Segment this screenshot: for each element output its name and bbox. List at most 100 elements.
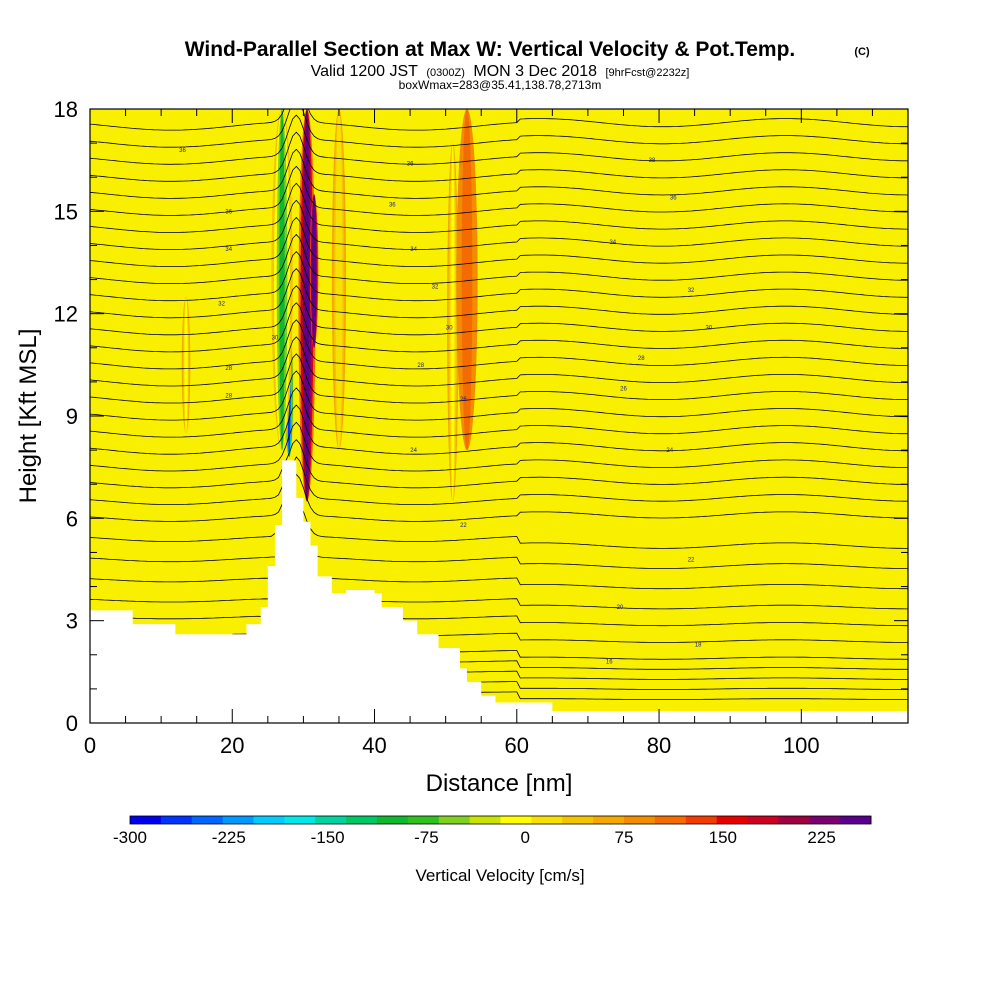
colorbar-tick-label: -300 bbox=[113, 828, 147, 847]
theta-contour-line bbox=[132, 615, 908, 627]
theta-contour-line bbox=[90, 439, 908, 489]
colorbar-swatch bbox=[315, 816, 347, 824]
theta-contour-line bbox=[90, 148, 908, 199]
theta-contour-line bbox=[90, 598, 908, 610]
colorbar-swatch bbox=[593, 816, 625, 824]
contour-label: 26 bbox=[460, 397, 467, 403]
contour-label: 18 bbox=[695, 643, 702, 649]
theta-contour-line bbox=[90, 555, 908, 569]
contour-label: 36 bbox=[225, 209, 232, 215]
x-tick-label: 80 bbox=[647, 733, 671, 758]
theta-contour-line bbox=[459, 650, 908, 660]
colorbar-swatch bbox=[191, 816, 224, 824]
velocity-cell bbox=[337, 109, 341, 451]
theta-contour-line bbox=[90, 109, 908, 131]
plot-background bbox=[90, 109, 908, 723]
subtitle-utc: (0300Z) bbox=[426, 67, 465, 79]
contour-label: 32 bbox=[688, 288, 695, 294]
theta-contour-line bbox=[90, 370, 908, 421]
contour-label: 30 bbox=[272, 336, 279, 342]
theta-contours bbox=[90, 109, 908, 700]
theta-contour-line bbox=[90, 577, 908, 590]
contour-label: 30 bbox=[705, 325, 712, 331]
colorbar-swatch bbox=[284, 816, 316, 824]
contour-label: 28 bbox=[417, 363, 424, 369]
colorbar-swatch bbox=[438, 816, 471, 824]
theta-contour-line bbox=[481, 681, 908, 690]
y-tick-label: 6 bbox=[66, 506, 78, 531]
contour-label: 34 bbox=[609, 240, 616, 246]
terrain bbox=[90, 460, 908, 723]
x-tick-label: 100 bbox=[783, 733, 820, 758]
chart-subtitle-2: boxWmax=283@35.41,138.78,2713m bbox=[399, 78, 602, 92]
y-tick-label: 0 bbox=[66, 711, 78, 736]
colorbar-tick-label: 225 bbox=[807, 828, 835, 847]
theta-contour-line bbox=[90, 233, 908, 285]
colorbar-swatch bbox=[222, 816, 254, 824]
colorbar-swatch bbox=[654, 816, 687, 824]
theta-contour-line bbox=[90, 285, 908, 336]
theta-contour-line bbox=[90, 199, 908, 250]
colorbar-tick-labels: -300 -225 -150 -75 0 75 150 225 bbox=[113, 828, 836, 847]
contour-label: 36 bbox=[407, 162, 414, 168]
contour-label: 20 bbox=[617, 605, 624, 611]
subtitle-fcst: [9hrFcst@2232z] bbox=[605, 67, 689, 79]
colorbar-swatch bbox=[747, 816, 779, 824]
colorbar-tick-label: -150 bbox=[311, 828, 345, 847]
velocity-cell bbox=[304, 109, 310, 502]
colorbar-tick-label: -225 bbox=[212, 828, 246, 847]
x-tick-label: 40 bbox=[362, 733, 386, 758]
theta-contour-line bbox=[90, 182, 908, 233]
contour-label: 28 bbox=[225, 366, 232, 372]
y-axis-label: Height [Kft MSL] bbox=[15, 329, 42, 504]
y-tick-label: 18 bbox=[54, 97, 78, 122]
x-tick-labels: 0 20 40 60 80 100 bbox=[84, 733, 820, 758]
colorbar-swatch bbox=[253, 816, 285, 824]
velocity-cell bbox=[451, 143, 455, 502]
contour-labels: 36 36 38 36 36 36 34 34 34 32 32 32 30 30 30 28 28 28 28 26… bbox=[179, 148, 713, 666]
contour-label: 38 bbox=[649, 158, 656, 164]
chart-subtitle: Valid 1200 JST (0300Z) MON 3 Dec 2018 [9… bbox=[311, 63, 690, 80]
colorbar-tick-label: -75 bbox=[414, 828, 439, 847]
theta-contour-line bbox=[232, 632, 908, 643]
theta-contour-line bbox=[90, 353, 908, 404]
contour-label: 22 bbox=[688, 557, 695, 563]
contour-label: 26 bbox=[620, 387, 627, 393]
colorbar-swatch bbox=[685, 816, 718, 824]
colorbar-swatch bbox=[778, 816, 810, 824]
colorbar-swatch bbox=[469, 816, 501, 824]
theta-contour-line bbox=[90, 404, 908, 455]
velocity-cell bbox=[184, 296, 188, 434]
theta-contour-line bbox=[481, 691, 908, 700]
y-tick-label: 9 bbox=[66, 404, 78, 429]
colorbar-swatch bbox=[500, 816, 532, 824]
subtitle-valid: Valid 1200 JST bbox=[311, 63, 419, 80]
colorbar-swatch bbox=[716, 816, 748, 824]
contour-label: 34 bbox=[410, 247, 417, 253]
theta-contour-line bbox=[90, 387, 908, 438]
y-tick-label: 3 bbox=[66, 609, 78, 634]
colorbar-swatch bbox=[377, 816, 409, 824]
theta-contour-line bbox=[459, 660, 908, 670]
contour-label: 22 bbox=[460, 523, 467, 529]
colorbar-swatch bbox=[346, 816, 378, 824]
contour-label: 24 bbox=[666, 448, 673, 454]
colorbar-swatch bbox=[160, 816, 193, 824]
contour-label: 36 bbox=[670, 196, 677, 202]
subtitle-date: MON 3 Dec 2018 bbox=[473, 63, 597, 80]
contour-label: 28 bbox=[638, 356, 645, 362]
copyright-mark: (C) bbox=[854, 46, 870, 58]
contour-label: 32 bbox=[432, 284, 439, 290]
theta-contour-line bbox=[90, 456, 908, 506]
contour-label: 32 bbox=[218, 301, 225, 307]
y-tick-label: 15 bbox=[54, 199, 78, 224]
colorbar-swatch bbox=[130, 816, 162, 824]
colorbar-swatch bbox=[407, 816, 440, 824]
theta-contour-line bbox=[90, 473, 908, 522]
theta-contour-line bbox=[90, 131, 908, 182]
colorbar-swatch bbox=[562, 816, 594, 824]
contour-label: 30 bbox=[446, 325, 453, 331]
theta-contour-line bbox=[90, 302, 908, 353]
colorbar bbox=[129, 815, 872, 825]
